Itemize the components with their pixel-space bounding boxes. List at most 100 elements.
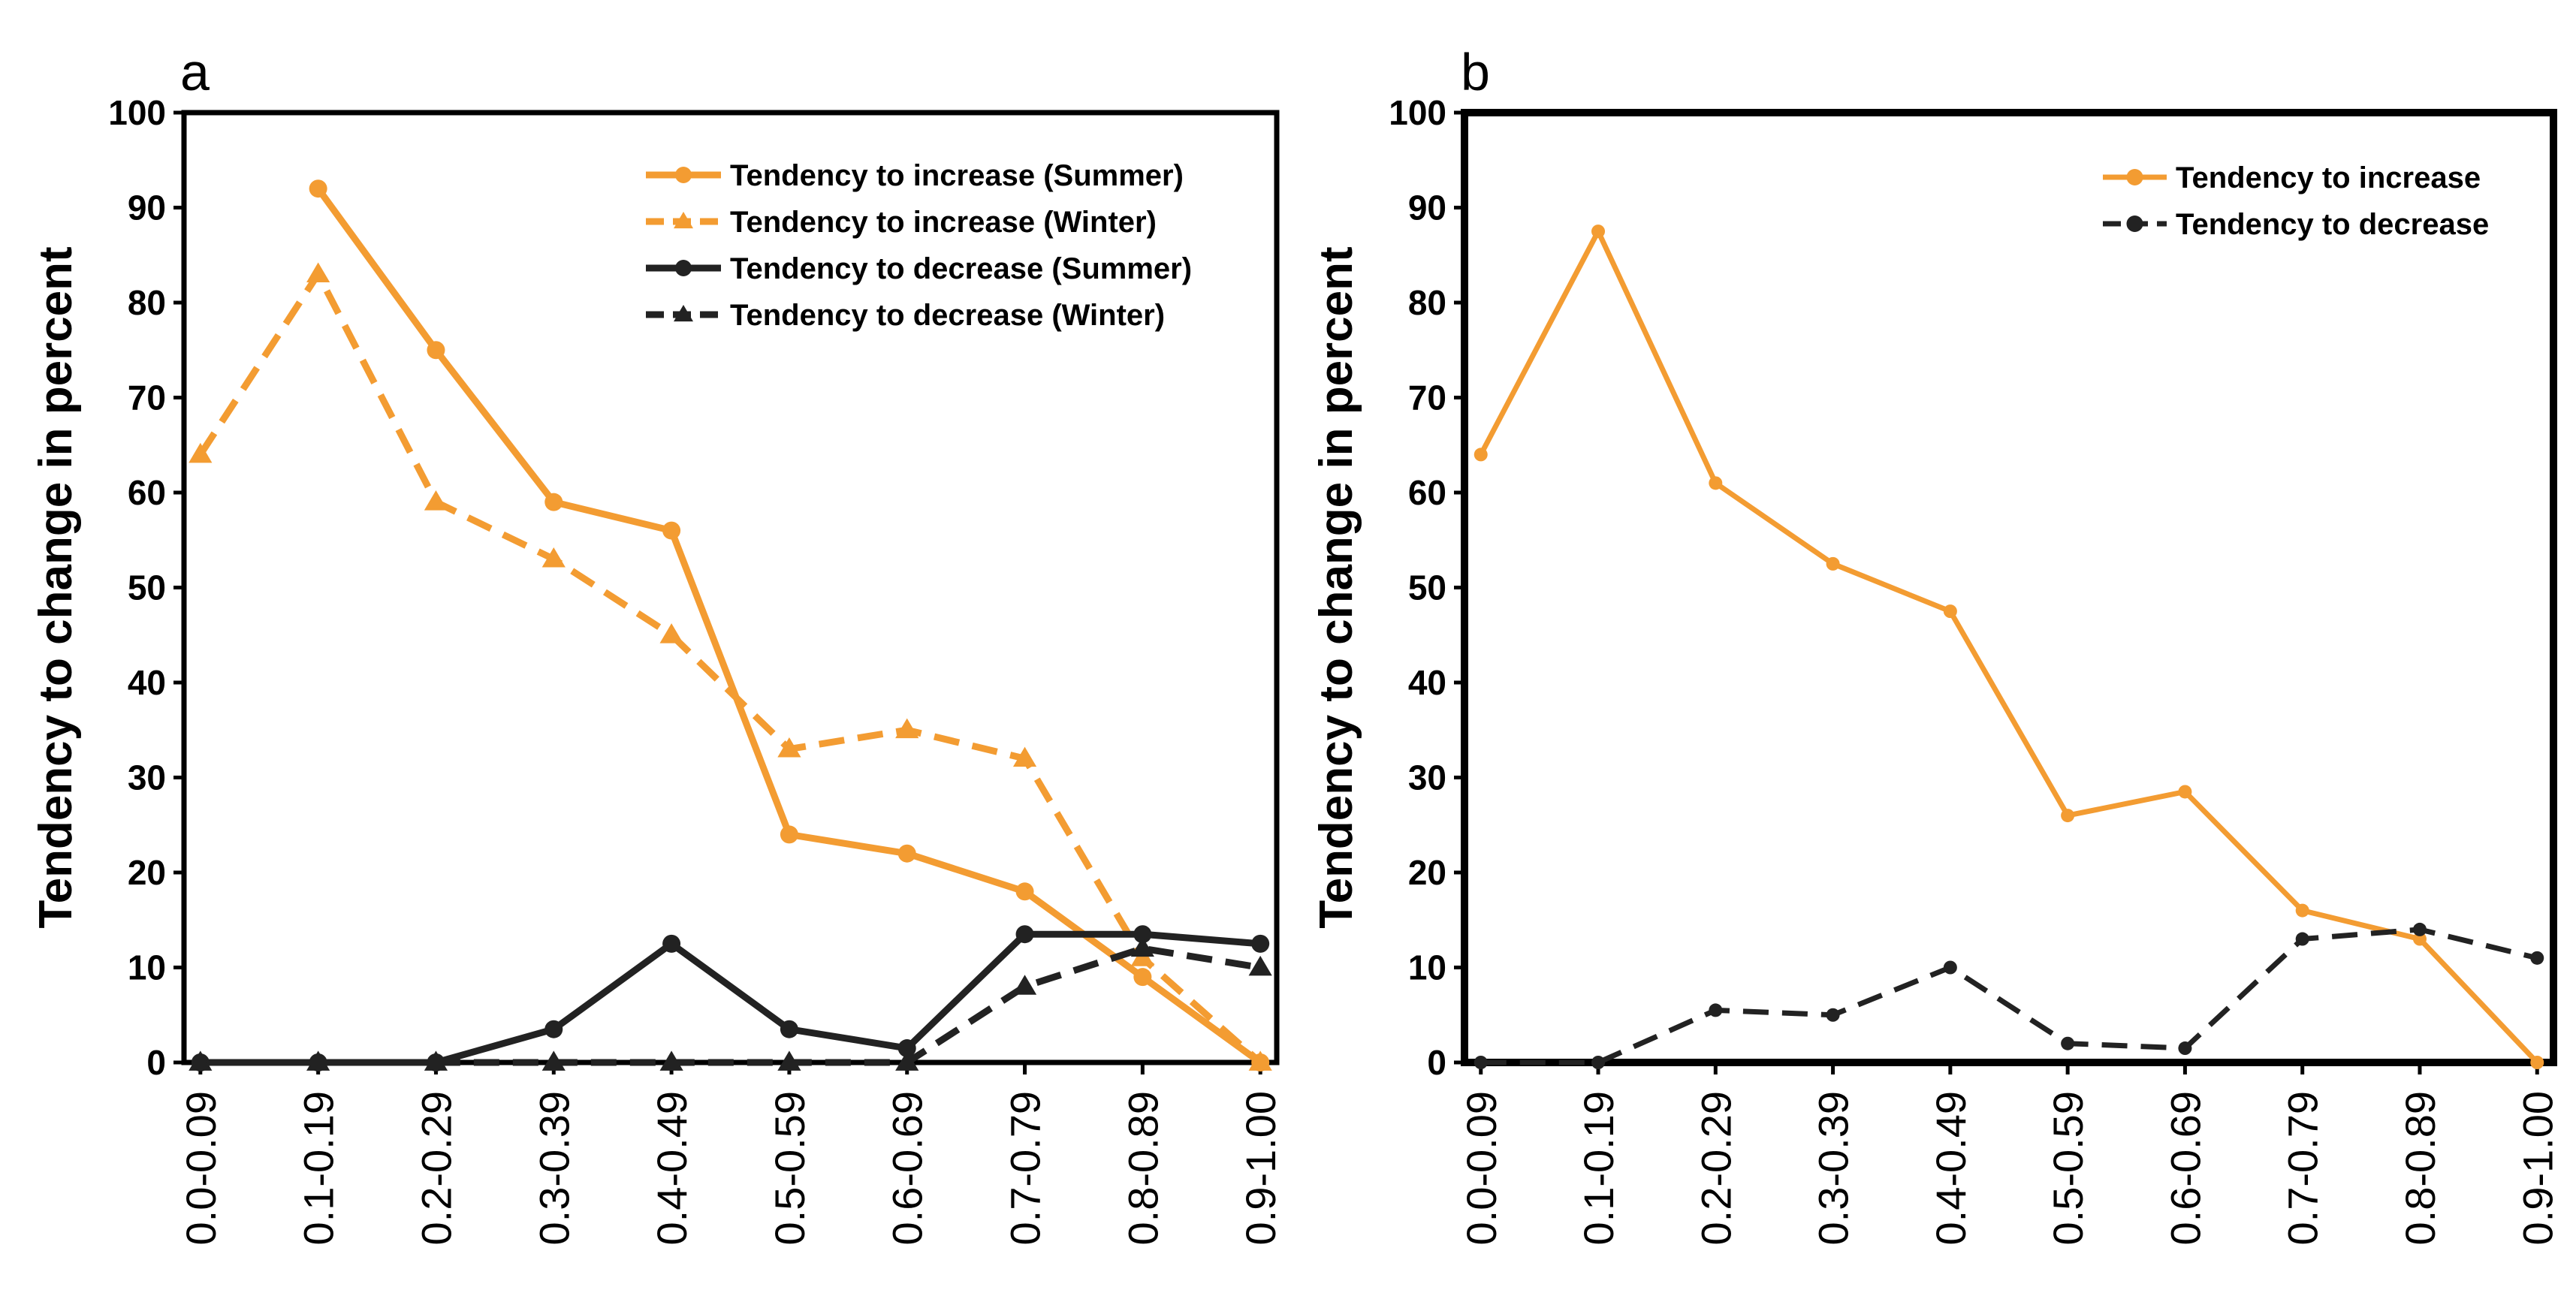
data-point	[659, 1050, 683, 1071]
data-point	[541, 1050, 566, 1071]
data-point	[1591, 1056, 1606, 1069]
x-tick-label: 0.4-0.49	[1927, 1091, 1974, 1246]
legend-marker	[2126, 215, 2143, 232]
x-tick-label: 0.8-0.89	[1119, 1091, 1166, 1246]
x-tick-label: 0.6-0.69	[2161, 1091, 2209, 1246]
data-point	[1826, 1008, 1840, 1022]
panel-label: b	[1461, 43, 1490, 101]
legend-entry: Tendency to increase (Summer)	[730, 159, 1184, 192]
data-point	[2061, 809, 2075, 823]
data-point	[2178, 1041, 2192, 1056]
series-3	[191, 925, 1270, 1071]
legend-marker	[675, 167, 692, 183]
x-tick-label: 0.7-0.79	[2279, 1091, 2327, 1246]
series-line	[1480, 927, 2538, 1065]
data-point	[659, 623, 683, 643]
data-point	[541, 547, 566, 568]
data-point	[306, 262, 330, 282]
legend-marker	[674, 212, 693, 229]
series-line	[198, 270, 1263, 1065]
x-tick-label: 0.1-0.19	[295, 1091, 342, 1246]
data-point	[424, 490, 448, 511]
data-point	[777, 1050, 801, 1071]
legend-entry: Tendency to decrease (Summer)	[730, 252, 1192, 285]
data-point	[427, 341, 445, 360]
x-tick-label: 0.9-1.00	[2514, 1091, 2561, 1246]
data-point	[1943, 960, 1957, 975]
data-point	[2178, 785, 2192, 799]
legend-marker	[675, 260, 692, 276]
y-tick-label: 0	[146, 1043, 166, 1082]
x-tick-label: 0.3-0.39	[530, 1091, 578, 1246]
data-point	[1015, 882, 1034, 901]
x-tick-label: 0.2-0.29	[412, 1091, 460, 1246]
y-tick-label: 20	[128, 853, 166, 892]
x-tick-label: 0.4-0.49	[648, 1091, 695, 1246]
y-tick-label: 90	[128, 188, 166, 228]
y-tick-label: 40	[1408, 663, 1446, 702]
x-tick-label: 0.7-0.79	[1002, 1091, 1049, 1246]
data-point	[1133, 968, 1152, 987]
legend-entry: Tendency to increase	[2176, 161, 2481, 194]
data-point	[2530, 1056, 2544, 1069]
y-tick-label: 50	[128, 568, 166, 607]
y-tick-label: 10	[128, 948, 166, 987]
x-tick-label: 0.8-0.89	[2397, 1091, 2444, 1246]
data-point	[1474, 448, 1488, 462]
y-tick-label: 70	[128, 378, 166, 417]
x-tick-label: 0.5-0.59	[766, 1091, 813, 1246]
data-point	[2295, 903, 2309, 918]
legend-marker	[674, 305, 693, 322]
y-tick-label: 40	[128, 663, 166, 702]
series-line	[200, 930, 1261, 1066]
y-tick-label: 60	[1408, 473, 1446, 512]
data-point	[662, 521, 681, 540]
data-point	[897, 844, 916, 863]
y-tick-label: 70	[1408, 378, 1446, 417]
y-tick-label: 80	[128, 283, 166, 322]
plot-frame	[1461, 109, 2557, 1066]
legend-entry: Tendency to increase (Winter)	[730, 206, 1157, 239]
data-point	[1133, 925, 1152, 944]
data-point	[662, 934, 681, 953]
data-point	[780, 825, 798, 844]
y-tick-label: 30	[1408, 758, 1446, 797]
legend-marker	[2126, 169, 2143, 185]
x-tick-label: 0.3-0.39	[1810, 1091, 1857, 1246]
series-4	[189, 936, 1272, 1071]
x-tick-label: 0.1-0.19	[1575, 1091, 1622, 1246]
data-point	[1130, 936, 1154, 957]
y-axis-label: Tendency to change in percent	[1311, 246, 1362, 928]
x-tick-label: 0.0-0.09	[1458, 1091, 1505, 1246]
data-point	[777, 737, 801, 758]
y-tick-label: 60	[128, 473, 166, 512]
data-point	[2530, 951, 2544, 965]
data-point	[780, 1020, 798, 1038]
data-point	[544, 1020, 563, 1038]
data-point	[2412, 932, 2427, 946]
legend-entry: Tendency to decrease	[2176, 208, 2489, 241]
x-tick-label: 0.0-0.09	[177, 1091, 225, 1246]
series-line	[1478, 228, 2539, 1065]
series-2	[189, 262, 1272, 1071]
x-tick-label: 0.2-0.29	[1692, 1091, 1739, 1246]
y-tick-label: 90	[1408, 188, 1446, 228]
y-tick-label: 20	[1408, 853, 1446, 892]
data-point	[2061, 1036, 2075, 1050]
data-point	[1012, 746, 1037, 767]
data-point	[1248, 1050, 1272, 1071]
series-2	[1474, 922, 2544, 1069]
data-point	[2412, 922, 2427, 936]
data-point	[424, 1050, 448, 1071]
y-axis-label: Tendency to change in percent	[30, 246, 82, 928]
y-tick-label: 50	[1408, 568, 1446, 607]
data-point	[1709, 476, 1723, 490]
data-point	[2295, 932, 2309, 946]
series-line	[200, 945, 1261, 1066]
legend-entry: Tendency to decrease (Winter)	[730, 299, 1165, 332]
data-point	[1591, 225, 1606, 239]
data-point	[544, 493, 563, 511]
data-point	[1826, 556, 1840, 571]
chart-panel-b: b Tendency to change in percent 0 10 20 30 40 5…	[1311, 43, 2561, 1246]
